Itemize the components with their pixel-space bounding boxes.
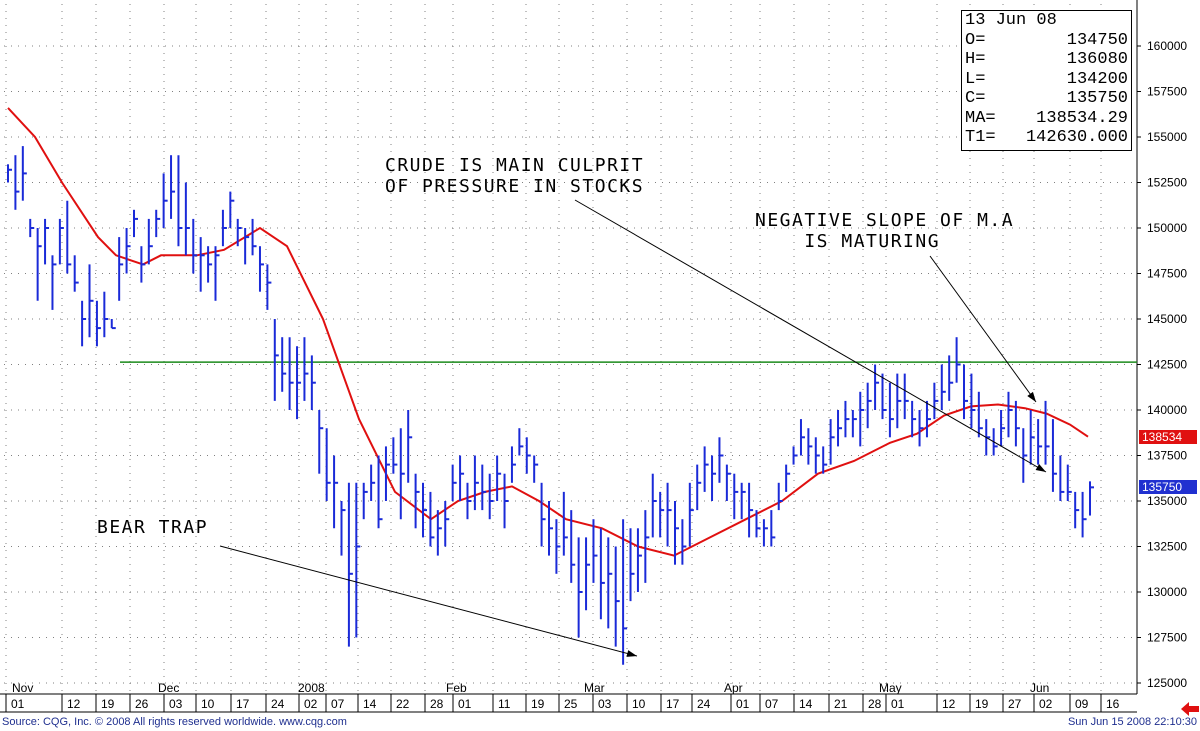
day-label: 11 [498,697,511,711]
chart-grid [4,4,1137,694]
month-label: May [879,681,902,695]
month-label: Apr [724,681,743,695]
arrow-negative-slope [929,255,1037,403]
y-tick-label: 125000 [1147,676,1187,690]
day-label: 21 [834,697,848,711]
y-tick-label: 142500 [1147,358,1187,372]
month-label: Feb [446,681,467,695]
ohlc-value: 135750 [1066,89,1128,108]
day-label: 25 [564,697,578,711]
y-tick-label: 155000 [1147,130,1187,144]
ohlc-row: C= 135750 [965,89,1131,109]
annotation-negative-slope: NEGATIVE SLOPE OF M.A IS MATURING [755,210,1015,252]
day-label: 10 [632,697,646,711]
day-label: 17 [666,697,680,711]
month-label: Dec [158,681,179,695]
day-label: 19 [531,697,545,711]
day-label: 24 [697,697,711,711]
chart-axes [0,0,1141,713]
ohlc-date: 13 Jun 08 [965,11,1057,30]
annotation-bear-trap: BEAR TRAP [97,517,209,538]
day-label: 26 [135,697,149,711]
day-label: 09 [1075,697,1089,711]
day-label: 01 [891,697,905,711]
y-axis-labels: 125000 127500 130000 132500 135000 137500 1400… [1147,39,1187,690]
y-tick-label: 150000 [1147,221,1187,235]
month-label: Mar [584,681,605,695]
day-label: 16 [1106,697,1120,711]
arrow-negative-slope-head [1027,391,1036,402]
ohlc-label: MA= [965,108,996,128]
ohlc-value: 136080 [1066,50,1128,69]
ohlc-label: C= [965,89,986,108]
day-label: 19 [101,697,115,711]
arrow-crude [574,199,1047,473]
ohlc-label: T1= [965,128,996,147]
y-tick-label: 147500 [1147,267,1187,281]
ohlc-value: 142630.000 [1025,128,1128,147]
ohlc-value: 134750 [1066,30,1128,50]
day-label: 07 [765,697,779,711]
ohlc-label: L= [965,69,986,89]
day-label: 12 [67,697,81,711]
y-tick-label: 160000 [1147,39,1187,53]
x-axis-labels: Nov Dec 2008 Feb Mar Apr May Jun 01 12 19 26 03 10 17 2… [11,681,1120,711]
day-label: 12 [942,697,956,711]
day-label: 01 [11,697,25,711]
day-label: 02 [1039,697,1053,711]
moving-average-line [7,107,1089,557]
ohlc-label: O= [965,30,986,50]
ma-price-tag: 138534 [1139,430,1197,444]
ohlc-row: MA= 138534.29 [965,109,1131,129]
y-tick-label: 132500 [1147,540,1187,554]
back-arrow-icon[interactable] [1181,702,1199,716]
day-label: 28 [430,697,444,711]
day-label: 22 [396,697,410,711]
ohlc-readout: 13 Jun 08 O= 134750 H= 136080 L= 134200 C= 1357… [961,10,1132,151]
month-label: 2008 [298,681,325,695]
ohlc-value: 134200 [1066,69,1128,89]
day-label: 03 [169,697,183,711]
moving-average-layer [7,107,1089,557]
day-label: 03 [598,697,612,711]
day-label: 01 [458,697,472,711]
y-tick-label: 127500 [1147,631,1187,645]
source-credit: Source: CQG, Inc. © 2008 All rights rese… [2,716,347,728]
arrow-bear-trap [219,545,638,657]
y-tick-label: 152500 [1147,176,1187,190]
day-label: 28 [868,697,882,711]
ohlc-value: 138534.29 [1036,108,1128,128]
day-label: 24 [271,697,285,711]
y-tick-label: 137500 [1147,449,1187,463]
month-label: Jun [1030,681,1049,695]
y-tick-label: 140000 [1147,403,1187,417]
ohlc-row: L= 134200 [965,70,1131,90]
arrow-bear-trap-head [626,650,637,657]
day-label: 19 [975,697,989,711]
y-tick-label: 135000 [1147,494,1187,508]
day-label: 07 [331,697,345,711]
ohlc-row: T1= 142630.000 [965,128,1131,148]
y-tick-label: 145000 [1147,312,1187,326]
ohlc-label: H= [965,50,986,69]
day-label: 01 [736,697,750,711]
ohlc-row: O= 134750 [965,31,1131,51]
y-tick-label: 157500 [1147,85,1187,99]
annotation-crude: CRUDE IS MAIN CULPRIT OF PRESSURE IN STO… [385,155,645,197]
day-label: 14 [799,697,813,711]
arrow-crude-head [1035,463,1046,472]
close-price-tag: 135750 [1139,480,1197,494]
price-bars [7,146,1094,665]
timestamp: Sun Jun 15 2008 22:10:30 [1067,716,1197,728]
day-label: 27 [1008,697,1022,711]
y-tick-label: 130000 [1147,585,1187,599]
day-label: 17 [236,697,250,711]
day-label: 10 [201,697,215,711]
day-label: 02 [304,697,318,711]
day-label: 14 [363,697,377,711]
ohlc-row: H= 136080 [965,50,1131,70]
annotation-arrows [219,199,1047,657]
month-label: Nov [12,681,33,695]
